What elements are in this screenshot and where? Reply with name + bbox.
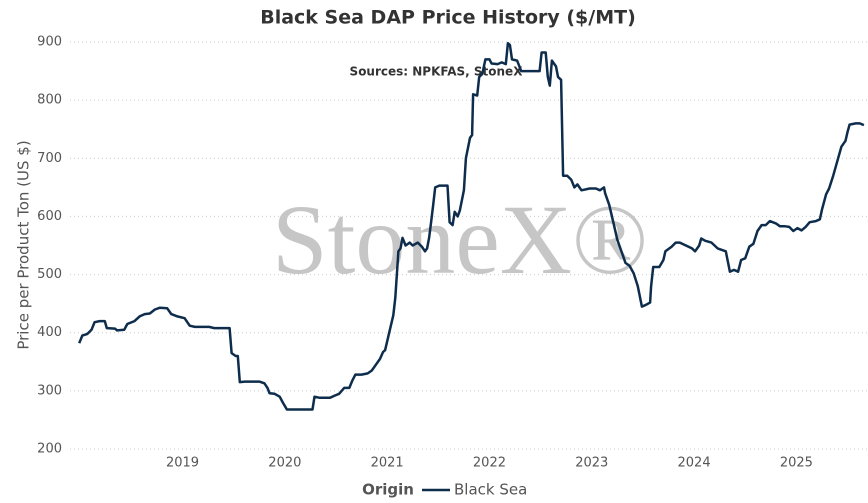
legend-label: Black Sea — [454, 481, 527, 499]
legend-title: Origin — [362, 481, 414, 499]
y-tick-label: 800 — [37, 93, 62, 108]
y-tick-label: 400 — [37, 325, 62, 340]
y-tick-label: 300 — [37, 383, 62, 398]
y-tick-label: 900 — [37, 35, 62, 50]
y-tick-label: 500 — [37, 267, 62, 282]
x-tick-label: 2022 — [473, 456, 506, 471]
x-tick-label: 2019 — [166, 456, 199, 471]
x-tick-label: 2024 — [678, 456, 711, 471]
x-tick-label: 2025 — [780, 456, 813, 471]
series-line — [78, 41, 865, 411]
x-tick-label: 2021 — [371, 456, 404, 471]
x-tick-label: 2020 — [268, 456, 301, 471]
y-tick-label: 700 — [37, 151, 62, 166]
chart-title: Black Sea DAP Price History ($/MT) — [260, 7, 636, 29]
watermark: StoneX® — [272, 184, 648, 295]
y-axis-label: Price per Product Ton (US $) — [15, 140, 33, 349]
subtitle: Sources: NPKFAS, StoneX — [350, 65, 524, 79]
y-tick-label: 200 — [37, 442, 62, 457]
x-tick-label: 2023 — [575, 456, 608, 471]
y-tick-label: 600 — [37, 209, 62, 224]
